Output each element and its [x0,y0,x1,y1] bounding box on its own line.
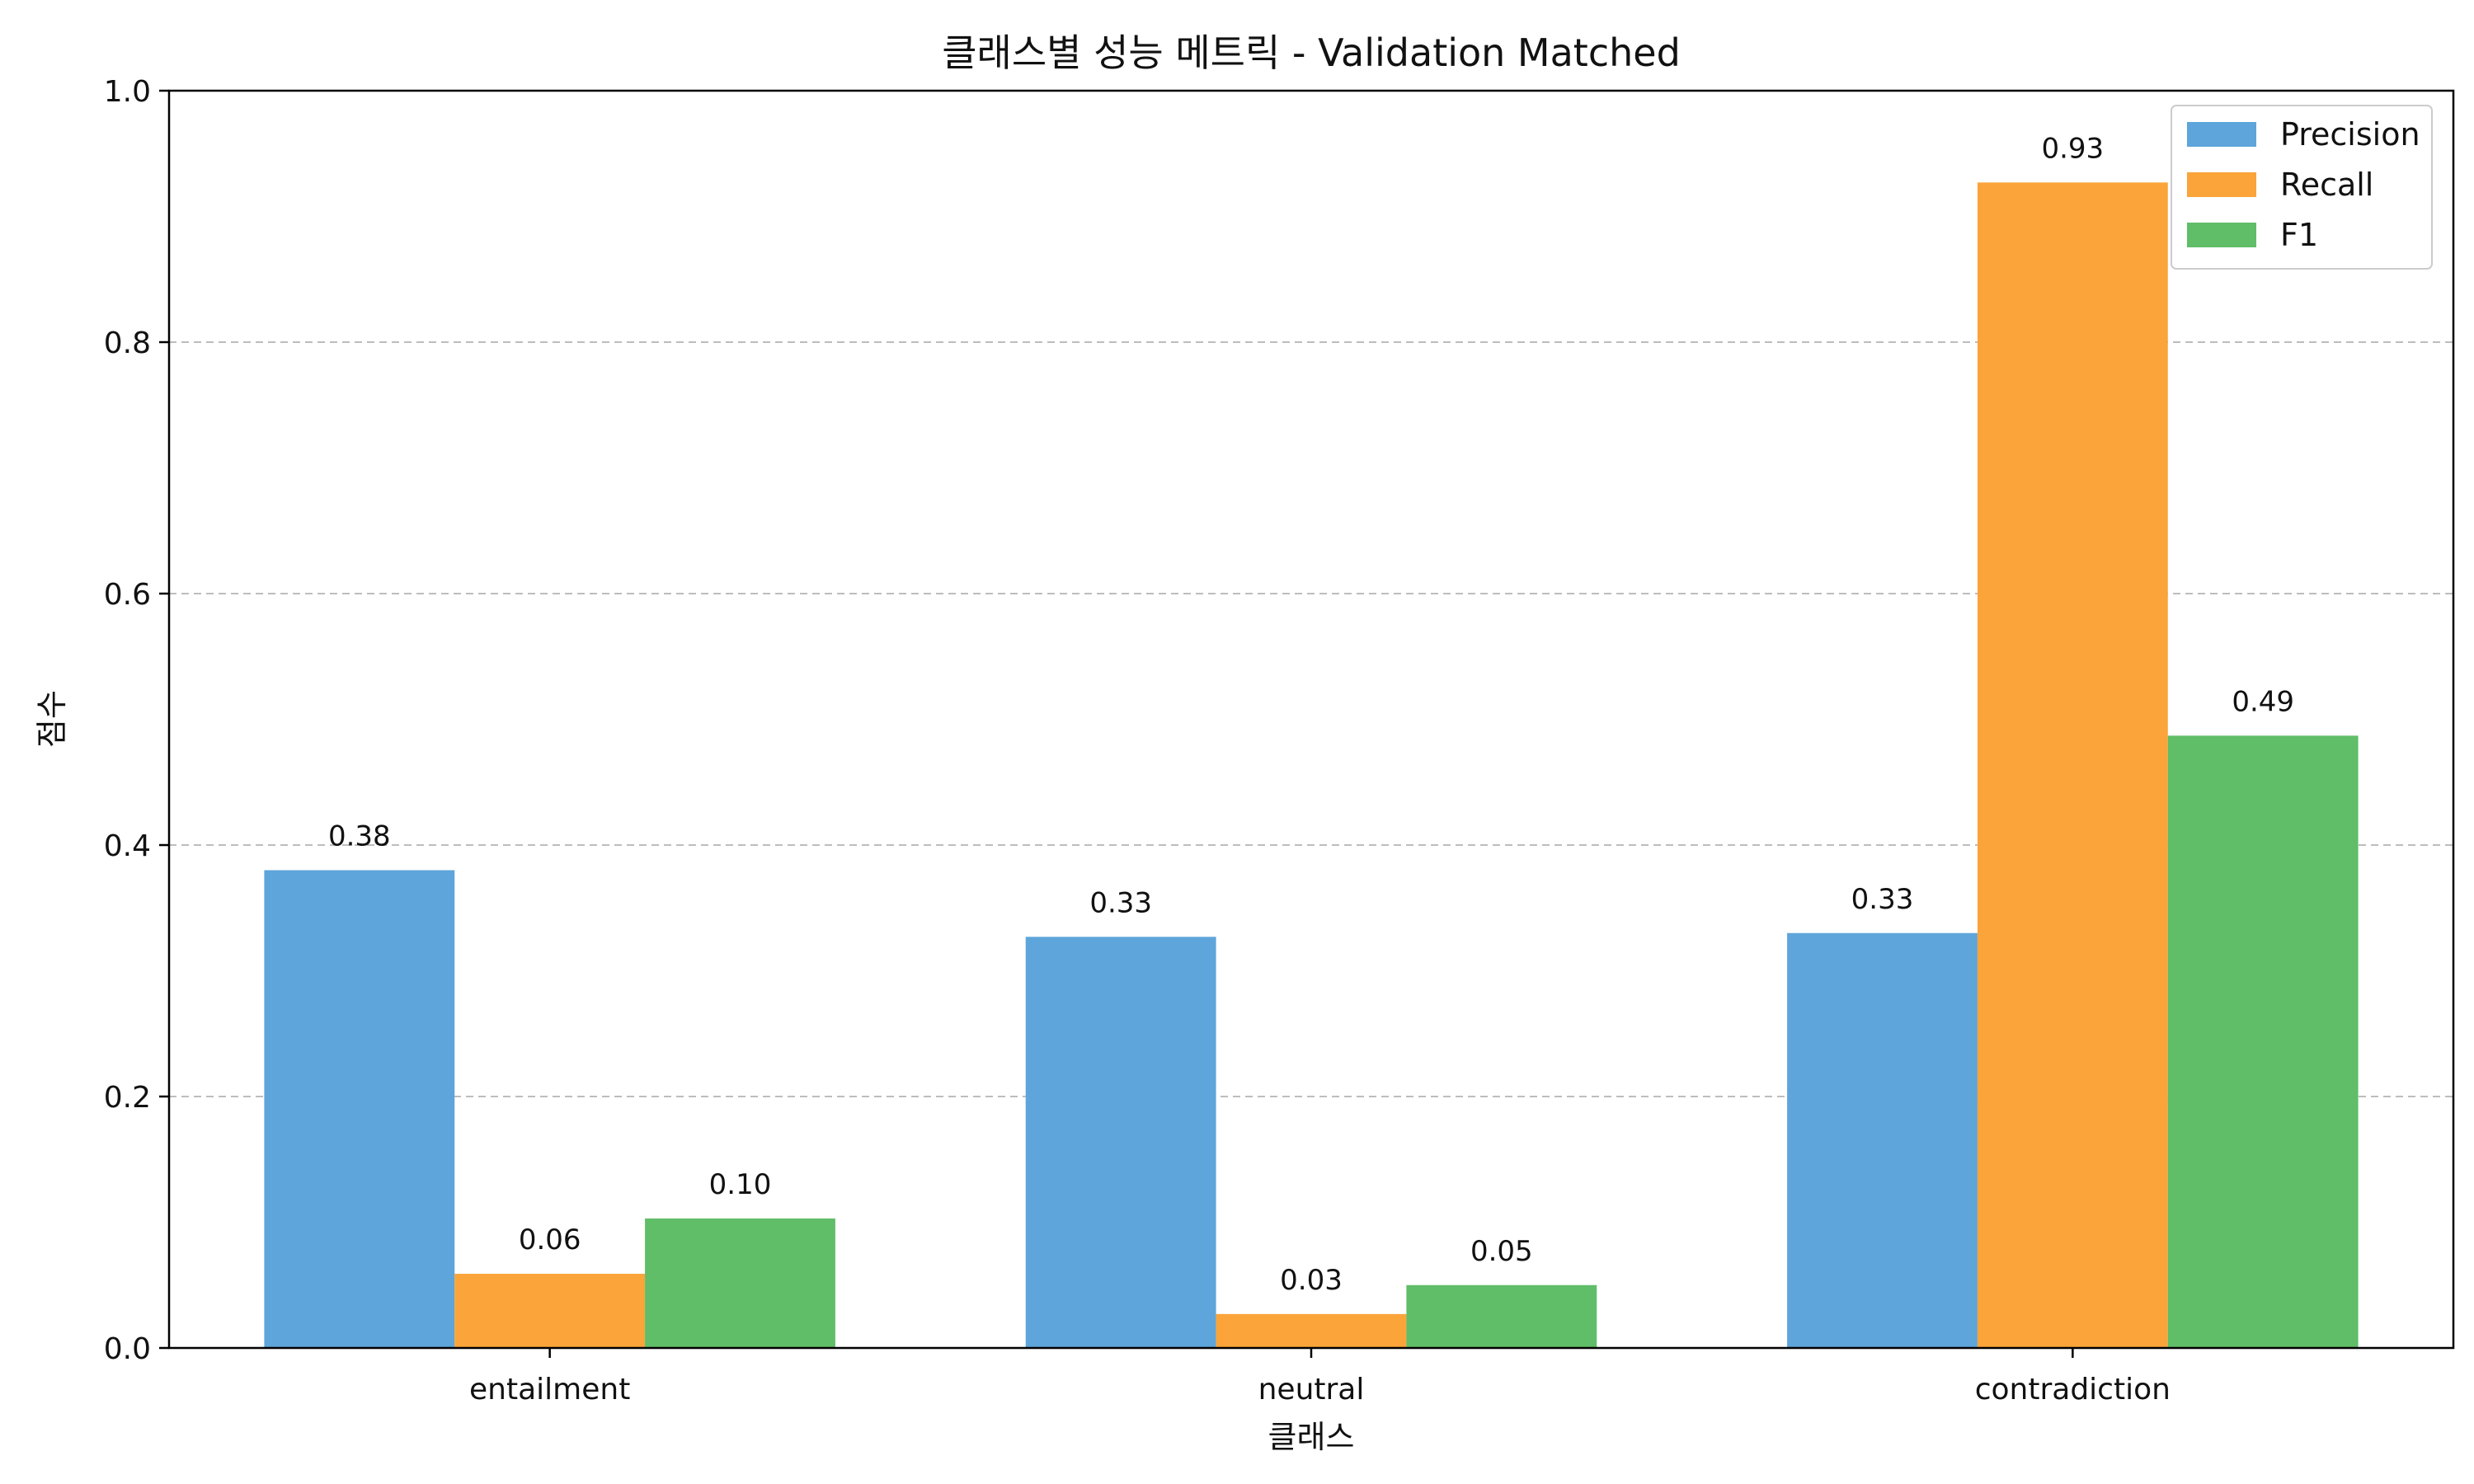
legend-label-precision: Precision [2280,116,2420,153]
value-labels: 0.38 0.06 0.10 0.33 0.03 0.05 0.33 0.93 0.49 [328,132,2294,1297]
y-axis-label: 점수 [34,690,70,748]
bar-f1-entailment [645,1218,835,1348]
legend-swatch-precision [2187,122,2256,147]
bar-value-label: 0.03 [1280,1264,1343,1297]
bar-value-label: 0.10 [709,1168,772,1201]
bars [264,182,2359,1349]
bar-value-label: 0.06 [519,1223,581,1256]
x-axis-label: 클래스 [1268,1419,1355,1455]
y-tick-label: 0.0 [104,1332,151,1366]
x-tick-label: entailment [469,1373,630,1407]
legend-label-recall: Recall [2280,167,2373,203]
x-tick-label: neutral [1258,1373,1365,1407]
bar-value-label: 0.33 [1089,886,1152,919]
legend: Precision Recall F1 [2171,105,2433,270]
y-tick-label: 1.0 [104,75,151,109]
x-axis: entailment neutral contradiction [469,1348,2171,1407]
bar-value-label: 0.49 [2232,685,2294,718]
y-tick-label: 0.8 [104,326,151,360]
bar-recall-neutral [1216,1313,1407,1348]
bar-f1-contradiction [2167,735,2359,1348]
grid-lines [169,341,2453,1097]
bar-precision-entailment [264,870,455,1348]
legend-swatch-recall [2187,172,2256,197]
bar-value-label: 0.05 [1470,1235,1533,1268]
legend-swatch-f1 [2187,223,2256,247]
y-tick-label: 0.4 [104,829,151,863]
bar-value-label: 0.33 [1851,883,1914,916]
bar-recall-contradiction [1977,182,2168,1349]
bar-precision-neutral [1025,937,1216,1348]
y-tick-label: 0.6 [104,578,151,612]
bar-value-label: 0.38 [328,820,391,853]
y-axis: 0.0 0.2 0.4 0.6 0.8 1.0 [104,75,169,1366]
chart-title: 클래스별 성능 메트릭 - Validation Matched [942,31,1681,75]
y-tick-label: 0.2 [104,1081,151,1115]
bar-f1-neutral [1406,1284,1597,1348]
bar-value-label: 0.93 [2041,132,2104,165]
bar-precision-contradiction [1787,932,1978,1348]
x-tick-label: contradiction [1975,1373,2171,1407]
legend-label-f1: F1 [2280,217,2318,253]
bar-recall-entailment [454,1274,646,1348]
